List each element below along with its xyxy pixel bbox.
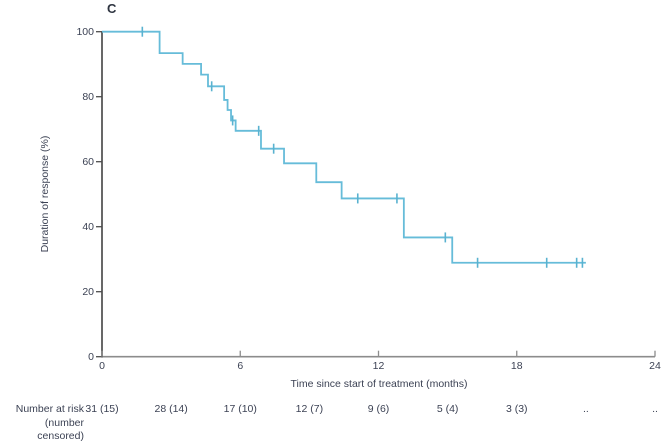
at-risk-row-label: Number at risk (15, 403, 84, 415)
y-axis-label: Duration of response (%) (39, 135, 51, 253)
at-risk-value: 17 (10) (223, 403, 257, 415)
at-risk-value: .. (582, 403, 589, 415)
panel-label: C (107, 1, 117, 16)
km-step-curve (102, 30, 586, 264)
at-risk-value: 9 (6) (367, 403, 390, 415)
at-risk-value: 3 (3) (505, 403, 528, 415)
at-risk-row-sublabel: (number censored) (37, 417, 84, 442)
y-tick-label: 40 (82, 220, 94, 233)
at-risk-value: 31 (15) (85, 403, 119, 415)
y-tick-label: 80 (82, 90, 94, 103)
at-risk-value: .. (652, 403, 658, 415)
y-tick-label: 60 (82, 155, 94, 168)
y-tick-label: 0 (88, 350, 94, 363)
x-tick-label: 18 (510, 360, 523, 373)
x-tick-label: 6 (237, 360, 244, 373)
at-risk-value: 12 (7) (295, 403, 324, 415)
x-tick-label: 24 (649, 360, 661, 373)
y-tick-label: 100 (76, 25, 94, 38)
y-tick-label: 20 (82, 285, 94, 298)
x-tick-label: 12 (372, 360, 385, 373)
at-risk-value: 5 (4) (436, 403, 459, 415)
x-tick-label: 0 (99, 360, 105, 373)
at-risk-value: 28 (14) (154, 403, 188, 415)
x-axis-label: Time since start of treatment (months) (290, 378, 468, 390)
